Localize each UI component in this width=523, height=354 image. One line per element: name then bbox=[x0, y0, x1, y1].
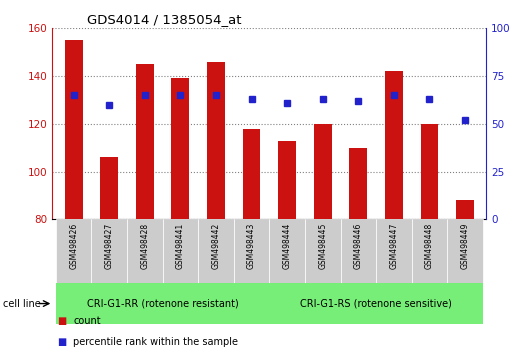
Bar bbox=[65, 40, 83, 219]
Text: GSM498447: GSM498447 bbox=[390, 223, 399, 269]
Text: cell line: cell line bbox=[3, 298, 40, 309]
Bar bbox=[243, 129, 260, 219]
Text: GSM498446: GSM498446 bbox=[354, 223, 363, 269]
Text: GSM498426: GSM498426 bbox=[69, 223, 78, 269]
Text: GSM498441: GSM498441 bbox=[176, 223, 185, 269]
Text: CRI-G1-RS (rotenone sensitive): CRI-G1-RS (rotenone sensitive) bbox=[300, 298, 452, 309]
Bar bbox=[456, 200, 474, 219]
Bar bbox=[420, 124, 438, 219]
Text: GSM498448: GSM498448 bbox=[425, 223, 434, 269]
Text: ■: ■ bbox=[58, 316, 67, 326]
Text: percentile rank within the sample: percentile rank within the sample bbox=[73, 337, 238, 347]
Text: GSM498442: GSM498442 bbox=[211, 223, 221, 269]
Bar bbox=[349, 148, 367, 219]
Text: ■: ■ bbox=[58, 337, 67, 347]
Bar bbox=[278, 141, 296, 219]
Text: GSM498443: GSM498443 bbox=[247, 223, 256, 269]
Text: GSM498428: GSM498428 bbox=[140, 223, 149, 269]
Bar bbox=[100, 157, 118, 219]
Bar bbox=[207, 62, 225, 219]
Bar bbox=[314, 124, 332, 219]
Text: count: count bbox=[73, 316, 101, 326]
Text: GSM498444: GSM498444 bbox=[282, 223, 292, 269]
Bar bbox=[385, 72, 403, 219]
Text: CRI-G1-RR (rotenone resistant): CRI-G1-RR (rotenone resistant) bbox=[87, 298, 238, 309]
Text: GSM498445: GSM498445 bbox=[318, 223, 327, 269]
Text: GSM498449: GSM498449 bbox=[461, 223, 470, 269]
Text: GSM498427: GSM498427 bbox=[105, 223, 113, 269]
Text: GDS4014 / 1385054_at: GDS4014 / 1385054_at bbox=[87, 13, 242, 26]
Bar bbox=[172, 79, 189, 219]
Bar bbox=[136, 64, 154, 219]
